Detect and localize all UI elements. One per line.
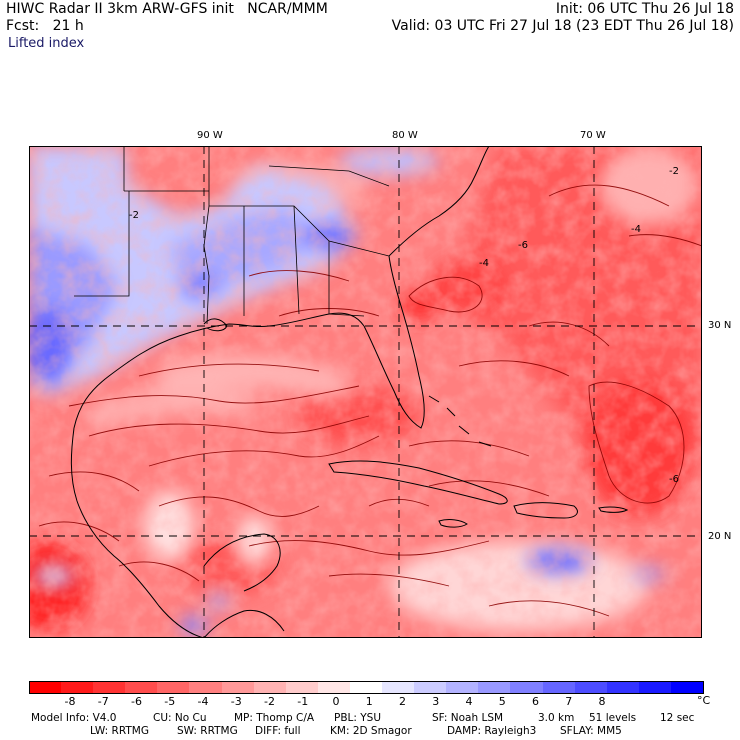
colorbar-tick-label: 1 (365, 695, 373, 708)
contour-label: -2 (129, 210, 139, 221)
footer-km: KM: 2D Smagor (330, 725, 412, 737)
colorbar-tick-label: -6 (131, 695, 142, 708)
contour-label: -6 (669, 474, 679, 485)
colorbar-tick-label: 8 (598, 695, 606, 708)
footer-lw: LW: RRTMG (90, 725, 149, 737)
colorbar-swatch (285, 681, 318, 693)
colorbar-swatch (317, 681, 350, 693)
contour-lines (38, 184, 702, 617)
colorbar-swatch (253, 681, 286, 693)
colorbar-tick-label: 3 (432, 695, 440, 708)
footer-sflay: SFLAY: MM5 (560, 725, 622, 737)
footer-dt: 12 sec (660, 712, 695, 724)
colorbar-swatch (29, 681, 62, 693)
colorbar-tick-label: -2 (264, 695, 275, 708)
valid-time: Valid: 03 UTC Fri 27 Jul 18 (23 EDT Thu … (391, 18, 734, 34)
colorbar-swatch (638, 681, 671, 693)
lon-label-70w: 70 W (580, 130, 606, 141)
colorbar-swatch (221, 681, 254, 693)
colorbar-swatch (189, 681, 222, 693)
colorbar-tick-label: 0 (332, 695, 340, 708)
contour-label: -4 (631, 224, 641, 235)
colorbar-swatch (414, 681, 447, 693)
coastlines (70, 146, 629, 638)
colorbar-tick-label: 5 (498, 695, 506, 708)
colorbar-tick-label: 7 (565, 695, 573, 708)
colorbar-swatch (349, 681, 383, 693)
latlon-grid (29, 146, 702, 638)
init-time: Init: 06 UTC Thu 26 Jul 18 (555, 1, 734, 17)
lat-label-30n: 30 N (708, 320, 732, 331)
colorbar-swatch (670, 681, 703, 693)
map-frame (29, 146, 702, 638)
colorbar-tick-label: 6 (532, 695, 539, 708)
colorbar-swatch (157, 681, 190, 693)
colorbar-swatch (510, 681, 543, 693)
contour-label: -4 (479, 258, 489, 269)
colorbar-swatch (606, 681, 639, 693)
colorbar-tick-label: -7 (97, 695, 109, 708)
footer-damp: DAMP: Rayleigh3 (447, 725, 537, 737)
field-name: Lifted index (8, 36, 85, 51)
colorbar-swatch (93, 681, 126, 693)
colorbar-swatch (478, 681, 511, 693)
colorbar (29, 681, 703, 693)
footer-diff: DIFF: full (255, 725, 301, 737)
colorbar-tick-label: -4 (197, 695, 209, 708)
colorbar-swatch (125, 681, 158, 693)
lon-label-90w: 90 W (197, 130, 223, 141)
colorbar-swatch (382, 681, 415, 693)
field-texture (29, 146, 702, 638)
lon-label-80w: 80 W (392, 130, 418, 141)
footer-sw: SW: RRTMG (177, 725, 238, 737)
colorbar-tick-label: -5 (164, 695, 176, 708)
colorbar-tick-label: -8 (64, 695, 76, 708)
footer-pbl: PBL: YSU (334, 712, 382, 724)
colorbar-unit: °C (697, 694, 711, 707)
footer-levels: 51 levels (589, 712, 637, 724)
lifted-index-map: -2 -4 -2 -6 -4 -6 (29, 146, 702, 638)
colorbar-swatch (61, 681, 94, 693)
contour-label: -2 (669, 166, 679, 177)
colorbar-tick-label: 4 (465, 695, 473, 708)
footer-model: Model Info: V4.0 (31, 712, 117, 724)
contour-label: -6 (518, 240, 528, 251)
colorbar-tick-label: -1 (297, 695, 309, 708)
colorbar-tick-label: -3 (230, 695, 242, 708)
map-canvas: -2 -4 -2 -6 -4 -6 (29, 146, 702, 638)
colorbar-swatch (574, 681, 607, 693)
colorbar-swatch (542, 681, 575, 693)
footer-cu: CU: No Cu (153, 712, 207, 724)
footer-mp: MP: Thomp C/A (234, 712, 315, 724)
forecast-hour: Fcst: 21 h (6, 18, 84, 34)
footer-sf: SF: Noah LSM (432, 712, 504, 724)
lat-label-20n: 20 N (708, 531, 732, 542)
footer-res: 3.0 km (538, 712, 575, 724)
map-title: HIWC Radar II 3km ARW-GFS init NCAR/MMM (6, 1, 328, 17)
colorbar-swatch (446, 681, 479, 693)
colorbar-tick-label: 2 (399, 695, 406, 708)
